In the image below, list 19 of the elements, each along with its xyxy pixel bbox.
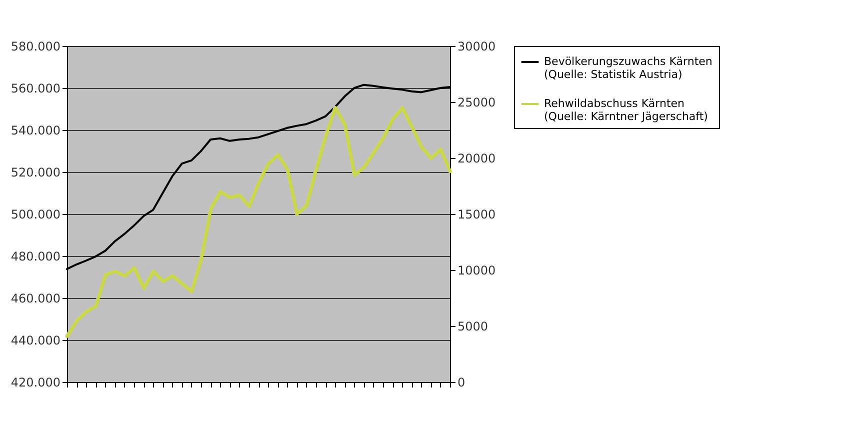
y-tick-label: 540.000 [10,124,60,138]
y-tick-label: 560.000 [10,82,60,96]
y-tick-label: 440.000 [10,334,60,348]
y-tick-label: 460.000 [10,292,60,306]
y-tick-label: 520.000 [10,166,60,180]
y2-tick-label: 5000 [458,320,488,334]
y2-tick-label: 10000 [458,264,496,278]
y2-tick-label: 20000 [458,152,496,166]
legend-label: Bevölkerungszuwachs Kärnten (Quelle: Statistik Austria) [544,55,712,81]
y2-tick-label: 30000 [458,40,496,54]
y2-tick-label: 25000 [458,96,496,110]
y-tick-label: 420.000 [10,376,60,390]
y2-tick-label: 15000 [458,208,496,222]
y-tick-label: 580.000 [10,40,60,54]
line-series [65,106,452,338]
y2-tick-label: 0 [458,376,466,390]
y-tick-label: 480.000 [10,250,60,264]
legend-label: Rehwildabschuss Kärnten (Quelle: Kärntner Jägerschaft) [544,97,708,123]
y-tick-label: 500.000 [10,208,60,222]
